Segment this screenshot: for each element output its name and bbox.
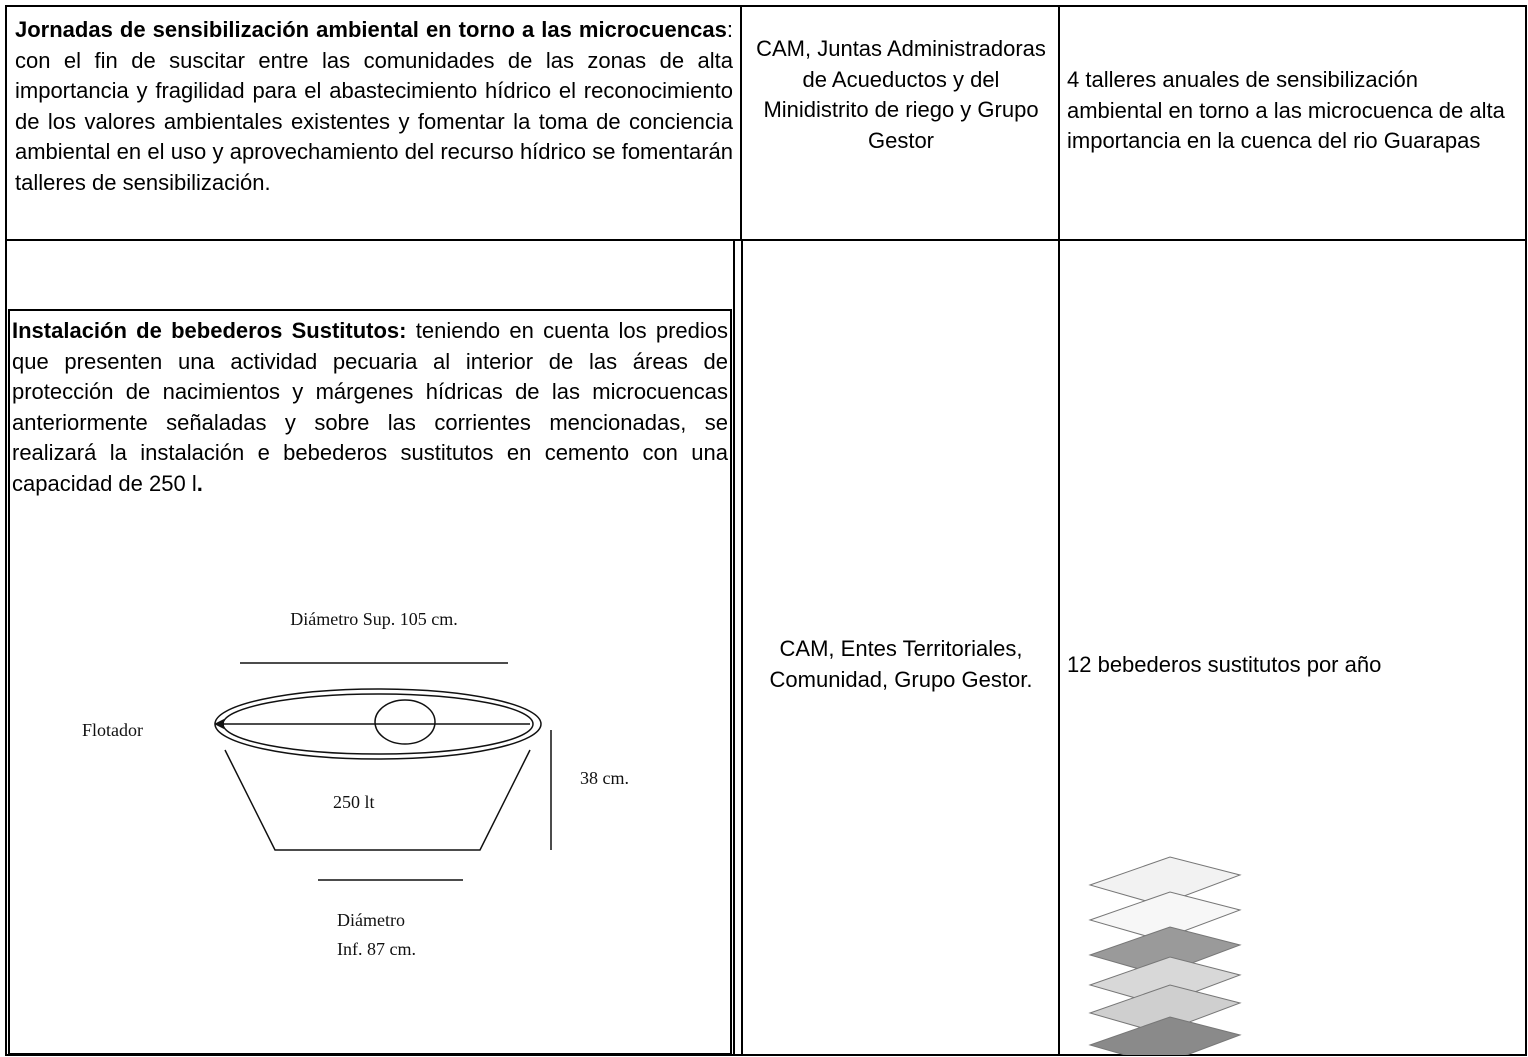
column-divider [1058, 5, 1060, 1056]
column-divider [733, 240, 735, 1056]
table-border [5, 5, 1527, 1056]
activity-text-end: . [196, 470, 203, 496]
diagram-label: Diámetro Sup. 105 cm. [290, 609, 457, 629]
layers-illustration [1088, 856, 1242, 1055]
float [374, 699, 436, 745]
column-divider [741, 240, 743, 1056]
diagram-label: Inf. 87 cm. [337, 939, 416, 959]
drinker-diagram: Diámetro Sup. 105 cm. Flotador 38 cm. 25… [82, 609, 629, 959]
diagram-label: 250 lt [333, 792, 375, 812]
activity-text: teniendo en cuenta los predios que prese… [12, 318, 728, 496]
row-divider [5, 239, 1527, 241]
goal: 12 bebederos sustitutos por año [1067, 652, 1382, 677]
column-divider [740, 5, 742, 240]
diagram-label: Flotador [82, 720, 143, 740]
diagram-label: Diámetro [337, 910, 405, 930]
diagram-label: 38 cm. [580, 768, 629, 788]
responsible: CAM, Juntas Administradoras de Acueducto… [756, 36, 1046, 153]
tank-body [224, 749, 531, 851]
goal: 4 talleres anuales de sensibilización am… [1067, 67, 1505, 154]
arrow-head [214, 719, 224, 729]
responsible: CAM, Entes Territoriales, Comunidad, Gru… [769, 636, 1033, 692]
activity-title: Jornadas de sensibilización ambiental en… [15, 17, 727, 42]
inner-box [8, 309, 732, 1055]
activity-description: Jornadas de sensibilización ambiental en… [15, 15, 733, 199]
activity-text: : con el fin de suscitar entre las comun… [15, 17, 733, 195]
activity-description: Instalación de bebederos Sustitutos: ten… [12, 316, 728, 500]
activity-title: Instalación de bebederos Sustitutos: [12, 318, 407, 343]
